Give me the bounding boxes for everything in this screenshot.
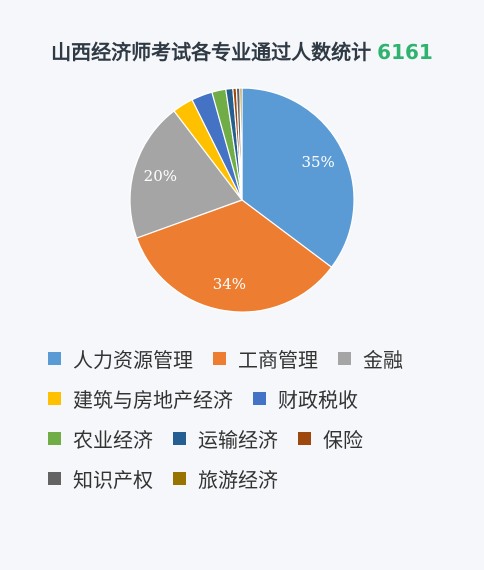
legend-swatch bbox=[48, 391, 61, 405]
legend: 人力资源管理 工商管理 金融建筑与房地产经济 财政税收农业经济 运输经济 保险知识产权 旅游… bbox=[48, 338, 468, 498]
legend-label: 旅游经济 bbox=[198, 467, 278, 492]
legend-item[interactable]: 建筑与房地产经济 bbox=[48, 384, 233, 413]
legend-item[interactable]: 金融 bbox=[338, 344, 403, 373]
legend-item[interactable]: 财政税收 bbox=[253, 384, 358, 413]
legend-swatch bbox=[48, 351, 61, 365]
pie-data-label-1: 35% bbox=[301, 153, 334, 171]
pie-slice-10[interactable] bbox=[239, 87, 243, 201]
chart-title: 山西经济师考试各专业通过人数统计 6161 bbox=[0, 36, 484, 65]
pie-slice-3[interactable] bbox=[129, 110, 243, 239]
pie-data-label-2: 34% bbox=[213, 275, 246, 293]
legend-item[interactable]: 农业经济 bbox=[48, 424, 153, 453]
pie-slice-1[interactable] bbox=[241, 87, 355, 269]
legend-swatch bbox=[48, 431, 61, 445]
legend-swatch bbox=[338, 351, 351, 365]
legend-item[interactable]: 旅游经济 bbox=[173, 464, 278, 493]
legend-item[interactable]: 保险 bbox=[298, 424, 363, 453]
legend-swatch bbox=[173, 471, 186, 485]
legend-label: 保险 bbox=[323, 427, 363, 452]
legend-swatch bbox=[173, 431, 186, 445]
pie-slice-2[interactable] bbox=[135, 199, 333, 313]
legend-item[interactable]: 人力资源管理 bbox=[48, 344, 193, 373]
legend-row: 人力资源管理 工商管理 金融 bbox=[48, 338, 468, 378]
legend-item[interactable]: 工商管理 bbox=[213, 344, 318, 373]
legend-label: 人力资源管理 bbox=[73, 347, 193, 372]
legend-label: 金融 bbox=[363, 347, 403, 372]
legend-swatch bbox=[253, 391, 266, 405]
legend-row: 农业经济 运输经济 保险 bbox=[48, 418, 468, 458]
legend-label: 农业经济 bbox=[73, 427, 153, 452]
legend-row: 知识产权 旅游经济 bbox=[48, 458, 468, 498]
legend-swatch bbox=[48, 471, 61, 485]
legend-swatch bbox=[213, 351, 226, 365]
legend-item[interactable]: 知识产权 bbox=[48, 464, 153, 493]
legend-label: 知识产权 bbox=[73, 467, 153, 492]
legend-swatch bbox=[298, 431, 311, 445]
legend-label: 运输经济 bbox=[198, 427, 278, 452]
pie-data-label-3: 20% bbox=[144, 167, 177, 185]
legend-row: 建筑与房地产经济 财政税收 bbox=[48, 378, 468, 418]
legend-label: 工商管理 bbox=[238, 347, 318, 372]
total-count: 6161 bbox=[377, 40, 433, 64]
legend-item[interactable]: 运输经济 bbox=[173, 424, 278, 453]
pie-chart: 35% 34% 20% bbox=[129, 87, 355, 313]
legend-label: 建筑与房地产经济 bbox=[73, 387, 233, 412]
title-text: 山西经济师考试各专业通过人数统计 bbox=[51, 40, 372, 64]
legend-label: 财政税收 bbox=[278, 387, 358, 412]
